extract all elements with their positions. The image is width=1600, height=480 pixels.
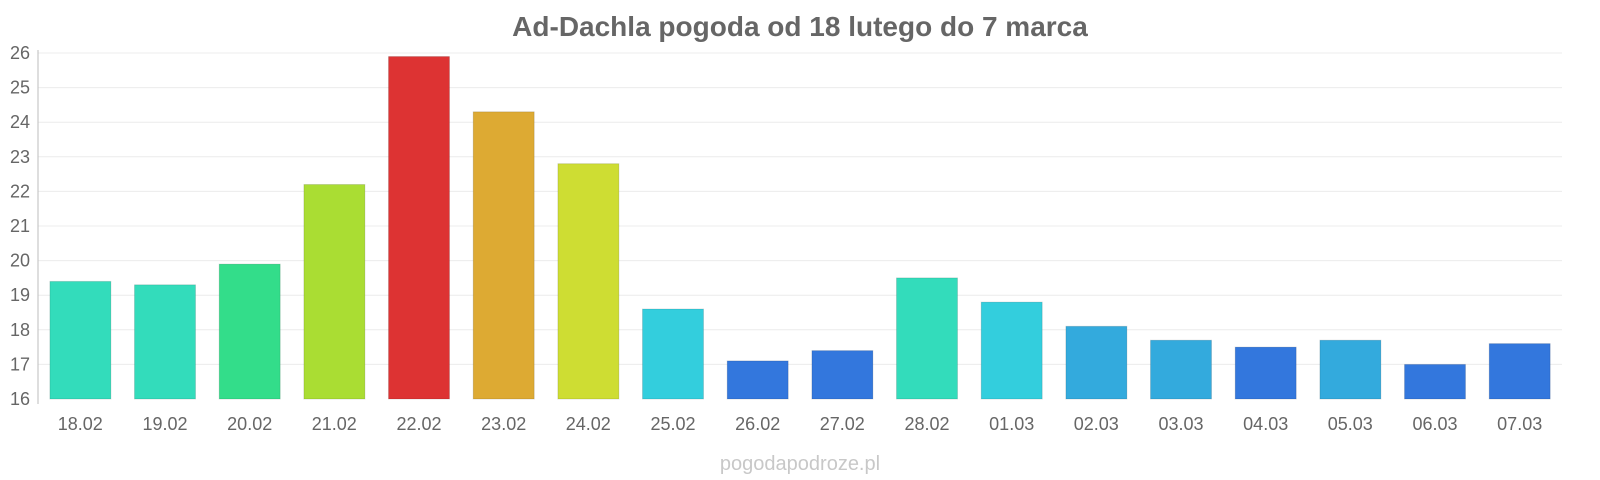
x-tick-label: 18.02	[58, 414, 103, 434]
bar-07.03	[1488, 343, 1551, 400]
bar-03.03	[1150, 339, 1212, 400]
bar-22.02	[388, 56, 450, 400]
y-tick-label: 25	[10, 78, 30, 98]
x-tick-label: 25.02	[650, 414, 695, 434]
y-tick-label: 26	[10, 43, 30, 63]
y-tick-label: 23	[10, 147, 30, 167]
bar-21.02	[303, 184, 366, 400]
x-tick-label: 23.02	[481, 414, 526, 434]
bar-19.02	[134, 284, 196, 400]
y-tick-label: 18	[10, 320, 30, 340]
y-tick-label: 17	[10, 354, 30, 374]
y-tick-label: 20	[10, 251, 30, 271]
x-tick-label: 20.02	[227, 414, 272, 434]
x-tick-label: 04.03	[1243, 414, 1288, 434]
grid-lines	[38, 52, 1562, 365]
x-tick-label: 26.02	[735, 414, 780, 434]
x-tick-label: 02.03	[1074, 414, 1119, 434]
x-tick-label: 27.02	[820, 414, 865, 434]
x-tick-label: 05.03	[1328, 414, 1373, 434]
y-tick-label: 16	[10, 389, 30, 409]
bars	[49, 56, 1551, 400]
y-tick-label: 21	[10, 216, 30, 236]
x-tick-label: 28.02	[904, 414, 949, 434]
bar-23.02	[472, 111, 535, 400]
y-axis-ticks: 16 17 18 19 20 21 22 23 24 25 26	[10, 43, 30, 409]
bar-24.02	[557, 163, 620, 400]
bar-02.03	[1065, 325, 1128, 400]
bar-26.02	[726, 360, 789, 400]
y-tick-label: 19	[10, 285, 30, 305]
x-tick-label: 21.02	[312, 414, 357, 434]
bar-04.03	[1234, 346, 1297, 400]
y-tick-label: 22	[10, 181, 30, 201]
x-tick-label: 22.02	[396, 414, 441, 434]
site-credit: pogodapodroze.pl	[720, 453, 880, 475]
x-tick-label: 24.02	[566, 414, 611, 434]
bar-25.02	[642, 308, 704, 400]
bar-28.02	[896, 277, 958, 400]
bar-06.03	[1404, 363, 1466, 400]
bar-27.02	[811, 350, 874, 400]
x-tick-label: 03.03	[1158, 414, 1203, 434]
y-tick-label: 24	[10, 112, 30, 132]
chart-title: Ad-Dachla pogoda od 18 lutego do 7 marca	[512, 11, 1088, 42]
x-tick-label: 07.03	[1497, 414, 1542, 434]
x-tick-label: 19.02	[142, 414, 187, 434]
x-axis-ticks: 18.02 19.02 20.02 21.02 22.02 23.02 24.02 25.02…	[58, 414, 1542, 434]
x-tick-label: 01.03	[989, 414, 1034, 434]
bar-05.03	[1319, 339, 1382, 400]
x-tick-label: 06.03	[1412, 414, 1457, 434]
bar-20.02	[218, 263, 281, 400]
bar-18.02	[49, 280, 112, 400]
bar-01.03	[980, 301, 1043, 400]
